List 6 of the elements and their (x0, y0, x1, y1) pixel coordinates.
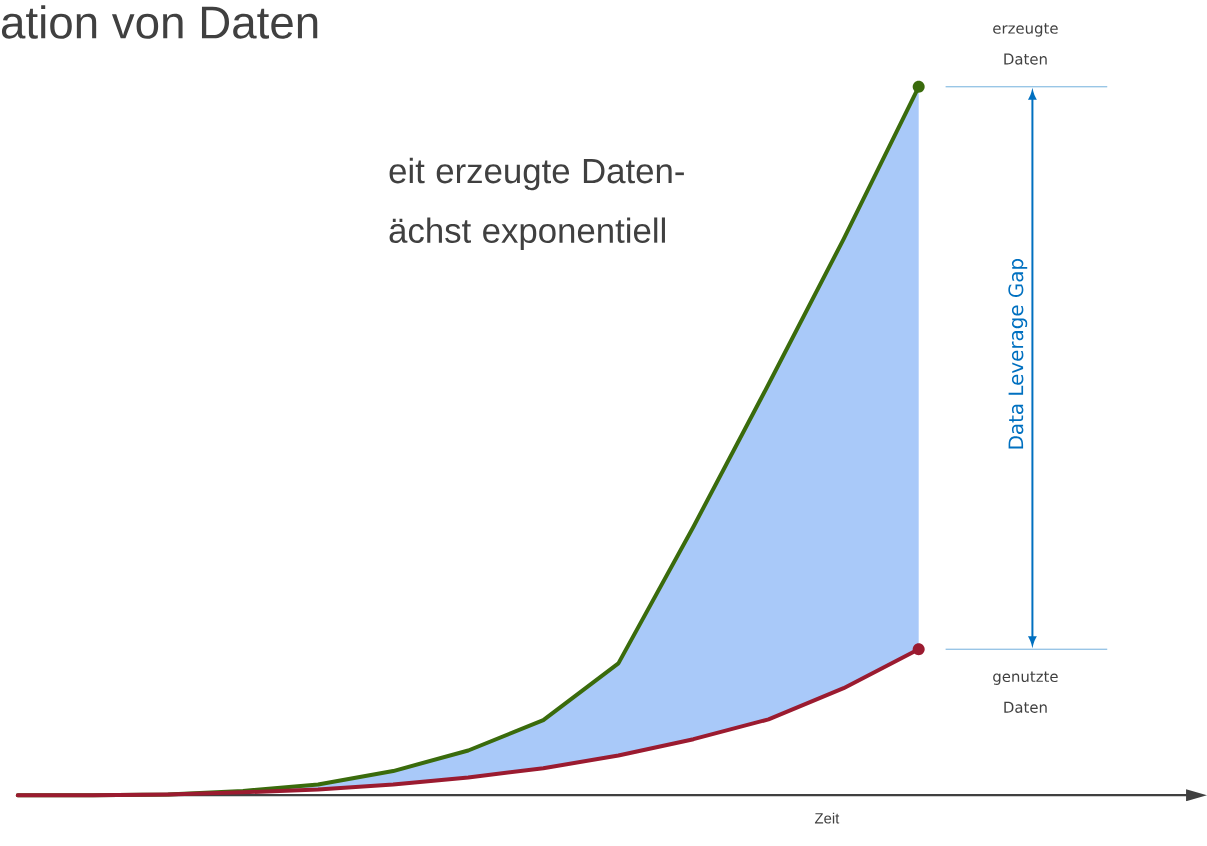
text: eit erzeugte Daten- ächst exponentiell (389, 157, 684, 250)
text: Data Leverage Gap (1008, 259, 1028, 449)
x-axis-title: Zeit (814, 812, 840, 824)
chart-title: ation von Daten (1, 5, 318, 39)
text: erzeugte Daten (993, 23, 1058, 65)
text: genutzte Daten (993, 671, 1058, 713)
